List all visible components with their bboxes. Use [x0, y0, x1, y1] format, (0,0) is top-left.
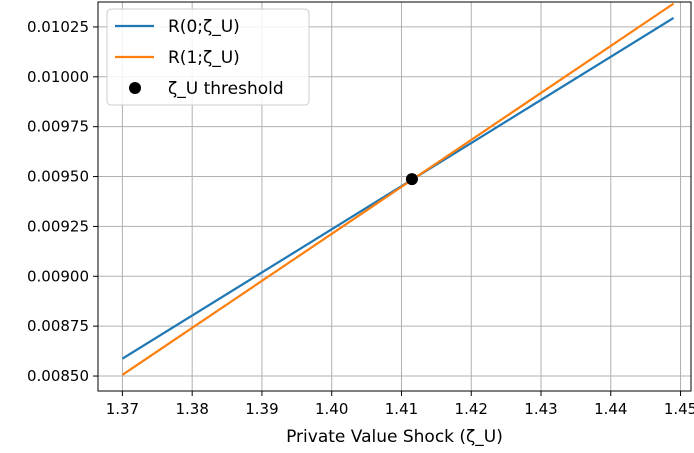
- y-tick-label: 0.00850: [27, 367, 89, 385]
- x-tick-label: 1.41: [385, 400, 418, 418]
- x-tick-label: 1.38: [175, 400, 208, 418]
- y-tick-label: 0.00950: [27, 168, 89, 186]
- legend-box: [106, 8, 310, 106]
- legend-label: ζ_U threshold: [168, 79, 284, 99]
- y-tick-label: 0.00900: [27, 267, 89, 285]
- y-tick-label: 0.01025: [27, 18, 89, 36]
- plot-series: [121, 2, 675, 376]
- x-tick-label: 1.44: [594, 400, 627, 418]
- x-tick-label: 1.37: [106, 400, 139, 418]
- legend-label: R(1;ζ_U): [168, 48, 240, 68]
- axis-ticks: 1.37 1.38 1.39 1.40 1.41 1.42 1.43 1.44 1.45 0.00…: [27, 18, 694, 418]
- threshold-point: [405, 173, 418, 186]
- x-tick-label: 1.45: [664, 400, 694, 418]
- grid: [98, 2, 691, 391]
- y-tick-label: 0.01000: [27, 68, 89, 86]
- x-tick-label: 1.40: [315, 400, 348, 418]
- x-tick-label: 1.43: [524, 400, 557, 418]
- legend-marker-swatch: [129, 82, 141, 94]
- y-tick-label: 0.00875: [27, 317, 89, 335]
- y-tick-label: 0.00975: [27, 118, 89, 136]
- legend-label: R(0;ζ_U): [168, 17, 240, 37]
- legend: R(0;ζ_U) R(1;ζ_U) ζ_U threshold: [106, 8, 310, 106]
- x-tick-label: 1.39: [245, 400, 278, 418]
- y-tick-label: 0.00925: [27, 217, 89, 235]
- series-line: [121, 2, 675, 376]
- x-tick-label: 1.42: [455, 400, 488, 418]
- plot-frame: [97, 1, 692, 392]
- x-axis-label: Private Value Shock (ζ_U): [286, 427, 503, 447]
